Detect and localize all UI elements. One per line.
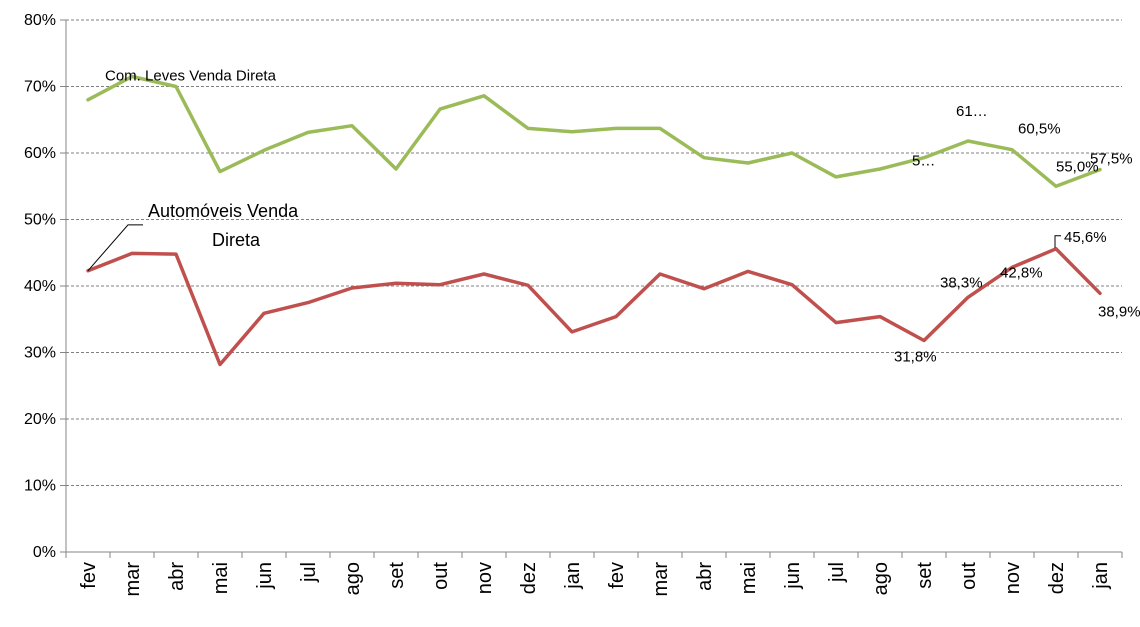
data-label: 57,5% [1090,151,1133,168]
x-tick-label: fev [78,562,100,589]
y-tick-label: 30% [24,345,56,362]
data-label: 38,3% [940,274,983,291]
data-label-leader [1054,235,1061,248]
data-label: 61… [956,103,988,120]
y-tick-label: 80% [24,12,56,29]
axes [60,19,1123,558]
x-tick-label: set [914,562,936,589]
annotation-leader [87,224,143,272]
y-tick-label: 10% [24,478,56,495]
data-label: 55,0% [1056,158,1099,175]
x-tick-label: dez [518,562,540,594]
data-label: 31,8% [894,349,937,366]
x-tick-label: jan [562,562,584,590]
x-tick-label: jun [782,562,804,590]
x-tick-label: mai [210,562,232,594]
gridlines [66,19,1122,486]
y-tick-label: 70% [24,79,56,96]
x-tick-label: abr [166,562,188,591]
x-tick-label: ago [870,562,892,595]
y-tick-label: 20% [24,411,56,428]
series-line-automoveis [86,247,1102,367]
data-label: 42,8% [1000,264,1043,281]
x-tick-label: nov [1002,562,1024,594]
series-line-com-leves [86,74,1102,189]
x-tick-label: dez [1046,562,1068,594]
x-tick-label: jul [826,562,848,583]
series-label-automoveis-line2: Direta [212,230,261,250]
x-tick-label: mai [738,562,760,594]
x-tick-label: nov [474,562,496,594]
x-tick-label: abr [694,562,716,591]
series-label-automoveis-line1: Automóveis Venda [148,201,299,221]
y-tick-label: 60% [24,145,56,162]
y-tick-labels: 0% 10% 20% 30% 40% 50% 60% 70% 80% [24,12,56,561]
data-label: 5… [912,153,935,170]
data-label: 45,6% [1064,229,1107,246]
y-tick-label: 0% [33,544,56,561]
y-tick-label: 50% [24,212,56,229]
data-label: 60,5% [1018,121,1061,138]
series-label-com-leves: Com. Leves Venda Direta [105,68,277,85]
x-tick-label: jan [1090,562,1112,590]
x-tick-label: set [386,562,408,589]
x-tick-label: jul [298,562,320,583]
x-tick-label: out [430,562,452,590]
x-tick-label: out [958,562,980,590]
x-tick-label: fev [606,562,628,589]
series-annotations: Com. Leves Venda Direta Automóveis Venda… [87,68,299,272]
x-tick-labels: fev mar abr mai jun jul ago set out nov dez jan fev m… [78,562,1112,597]
y-tick-label: 40% [24,278,56,295]
x-tick-label: ago [342,562,364,595]
series-lines [86,74,1102,367]
data-labels: 5… 61… 60,5% 55,0%57,5% 31,8% 38,3% 42,8% 45,6%… [894,103,1140,366]
x-tick-label: jun [254,562,276,590]
data-label: 38,9% [1098,303,1140,320]
x-tick-label: mar [650,562,672,597]
x-tick-label: mar [122,562,144,597]
